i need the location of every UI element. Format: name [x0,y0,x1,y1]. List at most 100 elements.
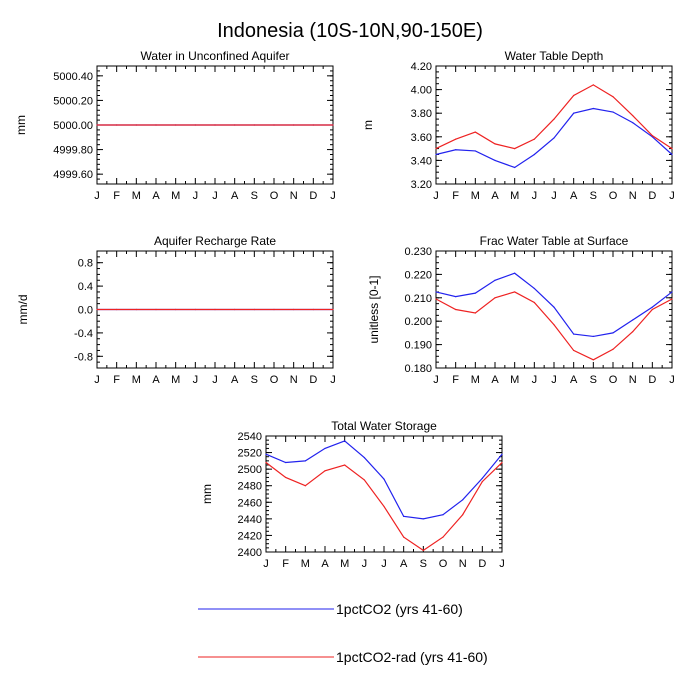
y-tick-label: 3.20 [411,179,432,191]
x-tick-label: O [609,374,618,386]
data-point-1pctco2-rad-yrs-41-60 [234,308,236,311]
data-point-1pctco2-rad-yrs-41-60 [273,124,275,126]
y-tick-label: 3.80 [411,108,432,120]
data-point-1pctco2-yrs-41-60 [501,453,503,455]
x-tick-label: F [113,374,120,386]
data-point-1pctco2-yrs-41-60 [435,153,437,156]
panel-title: Frac Water Table at Surface [480,234,629,248]
data-point-1pctco2-rad-yrs-41-60 [533,138,535,140]
y-axis-label: mm [14,115,28,135]
panel-water-table-depth: Water Table Depth 3.20 3.40 3.60 3.80 4.00 4.2… [361,49,675,202]
data-point-1pctco2-rad-yrs-41-60 [671,148,673,150]
data-point-1pctco2-yrs-41-60 [632,122,634,124]
x-tick-label: J [94,374,100,386]
data-point-1pctco2-yrs-41-60 [671,153,673,156]
data-point-1pctco2-rad-yrs-41-60 [363,479,365,481]
data-point-1pctco2-rad-yrs-41-60 [514,148,516,150]
plot-frame [435,250,673,369]
y-tick-label: 0.230 [404,246,432,258]
data-point-1pctco2-yrs-41-60 [481,477,483,479]
data-point-1pctco2-rad-yrs-41-60 [155,308,157,311]
data-point-1pctco2-yrs-41-60 [442,514,444,516]
x-tick-label: M [471,190,480,202]
data-point-1pctco2-rad-yrs-41-60 [612,96,614,98]
data-point-1pctco2-rad-yrs-41-60 [651,135,653,137]
series-line-1pctco2-rad-yrs-41-60 [435,291,673,361]
data-point-1pctco2-rad-yrs-41-60 [116,308,118,311]
data-point-1pctco2-rad-yrs-41-60 [651,308,653,311]
y-axis-label: m [361,120,375,130]
data-point-1pctco2-rad-yrs-41-60 [553,118,555,120]
data-point-1pctco2-rad-yrs-41-60 [96,308,98,311]
data-point-1pctco2-rad-yrs-41-60 [214,124,216,126]
data-point-1pctco2-rad-yrs-41-60 [553,324,555,326]
data-point-1pctco2-rad-yrs-41-60 [312,124,314,126]
y-tick-label: -0.8 [74,351,93,363]
data-point-1pctco2-rad-yrs-41-60 [435,148,437,150]
data-point-1pctco2-yrs-41-60 [265,453,267,455]
x-tick-label: M [340,558,349,570]
data-point-1pctco2-rad-yrs-41-60 [474,312,476,314]
data-point-1pctco2-rad-yrs-41-60 [494,143,496,145]
data-point-1pctco2-rad-yrs-41-60 [96,124,98,126]
panel-aquifer-recharge-rate: Aquifer Recharge Rate -0.8 -0.4 0.0 0.4 0.8 J F… [16,234,336,386]
y-tick-label: 5000.20 [53,95,93,107]
data-point-1pctco2-yrs-41-60 [462,499,464,501]
x-tick-label: A [491,190,499,202]
data-point-1pctco2-yrs-41-60 [514,272,516,274]
data-point-1pctco2-rad-yrs-41-60 [403,536,405,538]
panel-water-in-unconfined-aquifer: Water in Unconfined Aquifer 4999.60 4999.8… [14,49,336,202]
x-tick-label: S [251,190,258,202]
y-tick-label: 0.190 [404,340,432,352]
data-point-1pctco2-yrs-41-60 [533,287,535,290]
panel-title: Aquifer Recharge Rate [154,234,276,248]
y-tick-label: 4999.60 [53,169,93,181]
x-tick-label: D [648,190,656,202]
data-point-1pctco2-yrs-41-60 [553,137,555,139]
data-point-1pctco2-rad-yrs-41-60 [494,297,496,299]
data-point-1pctco2-rad-yrs-41-60 [462,514,464,516]
x-tick-label: J [532,374,538,386]
y-tick-label: 0.8 [78,258,93,270]
x-tick-label: M [510,190,519,202]
data-point-1pctco2-yrs-41-60 [383,478,385,480]
x-tick-label: F [282,558,289,570]
x-tick-label: J [193,190,199,202]
y-tick-label: 0.220 [404,269,432,281]
data-point-1pctco2-yrs-41-60 [592,335,594,338]
data-point-1pctco2-rad-yrs-41-60 [671,298,673,300]
x-tick-label: M [132,374,141,386]
y-tick-label: 4.20 [411,61,432,73]
data-point-1pctco2-yrs-41-60 [304,460,306,462]
data-point-1pctco2-rad-yrs-41-60 [234,124,236,126]
x-tick-label: M [471,374,480,386]
data-point-1pctco2-rad-yrs-41-60 [592,84,594,86]
data-point-1pctco2-yrs-41-60 [422,518,424,520]
y-tick-label: 2500 [238,464,262,476]
x-tick-label: J [362,558,368,570]
x-tick-label: J [532,190,538,202]
data-point-1pctco2-rad-yrs-41-60 [442,536,444,538]
y-tick-label: 2400 [238,547,262,559]
x-tick-label: J [94,190,100,202]
y-tick-label: 4999.80 [53,145,93,157]
x-tick-label: A [570,190,578,202]
data-point-1pctco2-yrs-41-60 [592,107,594,110]
x-tick-label: N [629,190,637,202]
data-point-1pctco2-rad-yrs-41-60 [194,124,196,126]
data-point-1pctco2-rad-yrs-41-60 [175,124,177,126]
data-point-1pctco2-yrs-41-60 [573,112,575,114]
y-axis-label: mm [200,484,214,504]
data-point-1pctco2-rad-yrs-41-60 [273,308,275,311]
data-point-1pctco2-yrs-41-60 [455,296,457,298]
legend-label-1pctco2-rad: 1pctCO2-rad (yrs 41-60) [336,649,488,665]
data-point-1pctco2-yrs-41-60 [474,150,476,152]
data-point-1pctco2-rad-yrs-41-60 [135,124,137,126]
legend-label-1pctco2: 1pctCO2 (yrs 41-60) [336,601,463,617]
panel-title: Water in Unconfined Aquifer [141,49,290,63]
panel-title: Water Table Depth [505,49,604,63]
data-point-1pctco2-yrs-41-60 [533,153,535,156]
x-tick-label: M [510,374,519,386]
x-tick-label: O [609,190,618,202]
